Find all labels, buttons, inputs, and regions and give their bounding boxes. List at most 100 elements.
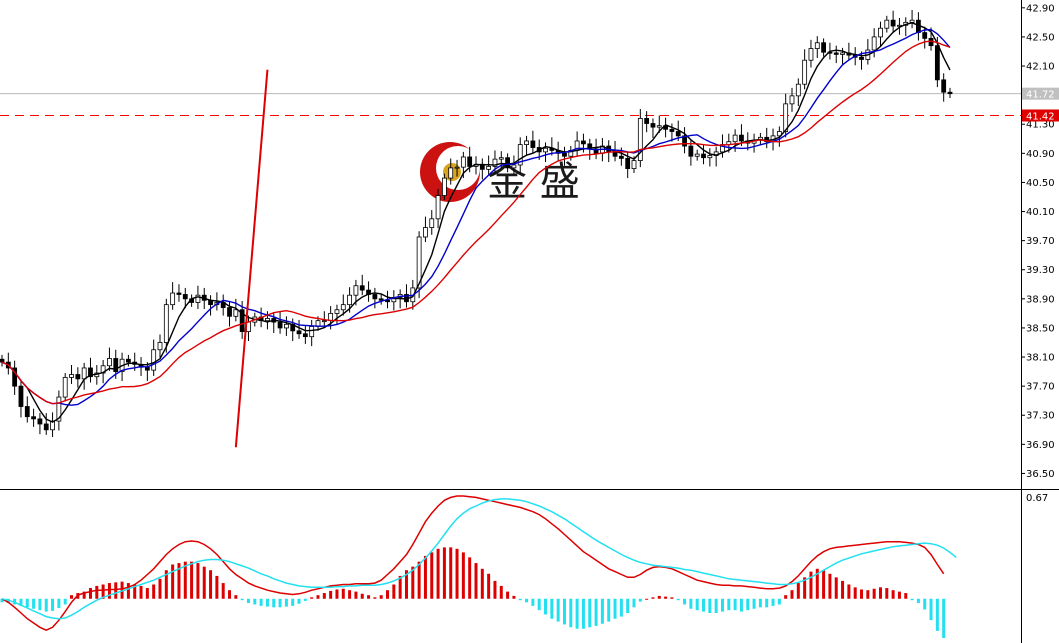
y-tick-label: 38.90 <box>1026 294 1055 305</box>
histogram-bar <box>619 598 623 617</box>
candle <box>846 42 852 61</box>
candle <box>903 17 909 37</box>
candle-body <box>802 59 808 85</box>
candle-body <box>372 294 378 300</box>
histogram-bar <box>638 598 642 602</box>
candle <box>637 108 643 168</box>
candle <box>814 36 820 59</box>
candle <box>429 210 435 235</box>
histogram-bar <box>632 598 636 608</box>
histogram-bar <box>63 598 67 605</box>
histogram-bar <box>392 584 396 599</box>
histogram-bar <box>202 566 206 599</box>
histogram-bar <box>708 598 712 614</box>
histogram-bar <box>645 598 649 600</box>
histogram-bar <box>499 585 503 599</box>
candle <box>511 155 517 175</box>
histogram-bar <box>265 598 269 607</box>
histogram-bar <box>727 598 731 611</box>
candle <box>69 365 74 384</box>
histogram-bar <box>272 598 276 608</box>
histogram-bar <box>739 598 743 612</box>
y-tick-label: 39.70 <box>1026 236 1055 247</box>
candle <box>517 137 523 174</box>
y-tick-label: 42.50 <box>1026 32 1055 43</box>
histogram-bar <box>221 583 225 599</box>
histogram-bar <box>487 573 491 599</box>
candle-body <box>543 147 548 153</box>
histogram-bar <box>809 571 813 599</box>
histogram-bar <box>594 598 598 626</box>
candle-body <box>871 36 877 51</box>
histogram-bar <box>784 595 788 599</box>
candle <box>208 295 213 316</box>
histogram-bar <box>575 598 579 629</box>
candle-body <box>941 79 947 93</box>
candle-body <box>511 164 517 169</box>
macd-lines <box>1 495 957 632</box>
histogram-bar <box>657 595 661 599</box>
ma-slow-line <box>1 40 951 405</box>
histogram-bar <box>164 570 168 599</box>
candle-body <box>492 158 498 167</box>
y-tick-label: 40.10 <box>1026 207 1055 218</box>
candle-body <box>353 285 359 296</box>
histogram-bar <box>228 590 232 599</box>
histogram-bar <box>329 590 333 599</box>
candle <box>751 133 757 153</box>
trendline-segment <box>234 69 269 448</box>
candle-body <box>637 118 643 162</box>
histogram-bar <box>158 578 162 599</box>
candle-body <box>884 19 890 29</box>
histogram-bar <box>493 580 497 599</box>
candle-body <box>821 42 826 53</box>
histogram-bar <box>183 561 187 599</box>
candle-body <box>682 135 687 147</box>
candle-body <box>688 145 694 157</box>
candle-body <box>833 52 839 55</box>
histogram-bar <box>670 597 674 599</box>
candle <box>0 354 5 367</box>
y-tick-label: 40.90 <box>1026 149 1055 160</box>
candle-body <box>631 160 637 170</box>
y-tick-label: 39.30 <box>1026 265 1055 276</box>
histogram-bar <box>790 590 794 599</box>
candle <box>694 149 700 161</box>
candle <box>265 311 270 330</box>
histogram-bar <box>607 598 611 622</box>
candle <box>821 38 826 57</box>
candle <box>682 127 687 154</box>
candle <box>479 158 485 180</box>
candle-body <box>429 218 435 228</box>
candle <box>31 408 37 427</box>
candle <box>808 39 814 68</box>
histogram-bar <box>935 598 939 631</box>
candle-body <box>309 326 315 338</box>
histogram-bar <box>291 598 295 606</box>
candle-body <box>107 358 112 367</box>
histogram-bar <box>25 598 29 608</box>
candle-body <box>126 358 131 363</box>
candle <box>163 298 169 353</box>
current-price-tag <box>1022 87 1059 100</box>
candle-body <box>62 377 68 398</box>
candle <box>802 49 808 90</box>
candle-body <box>423 227 428 238</box>
candlestick-series <box>0 10 953 438</box>
histogram-bar <box>815 568 819 599</box>
oscillator-max-label: 0.67 <box>1026 493 1048 504</box>
candle-body <box>113 358 119 372</box>
candle-body <box>416 236 422 289</box>
alert-price-text: 41.42 <box>1026 111 1055 122</box>
histogram-bar <box>152 584 156 599</box>
price-panel: 42.9042.5042.1041.7041.3040.9040.5040.10… <box>0 0 1059 490</box>
candle-body <box>195 294 201 303</box>
candle <box>947 87 953 99</box>
candle <box>713 146 719 167</box>
histogram-bar <box>310 597 314 599</box>
histogram-bar <box>720 598 724 612</box>
candle-body <box>625 158 631 170</box>
histogram-bar <box>581 598 585 629</box>
y-tick-label: 37.70 <box>1026 382 1055 393</box>
histogram-bar <box>209 570 213 599</box>
